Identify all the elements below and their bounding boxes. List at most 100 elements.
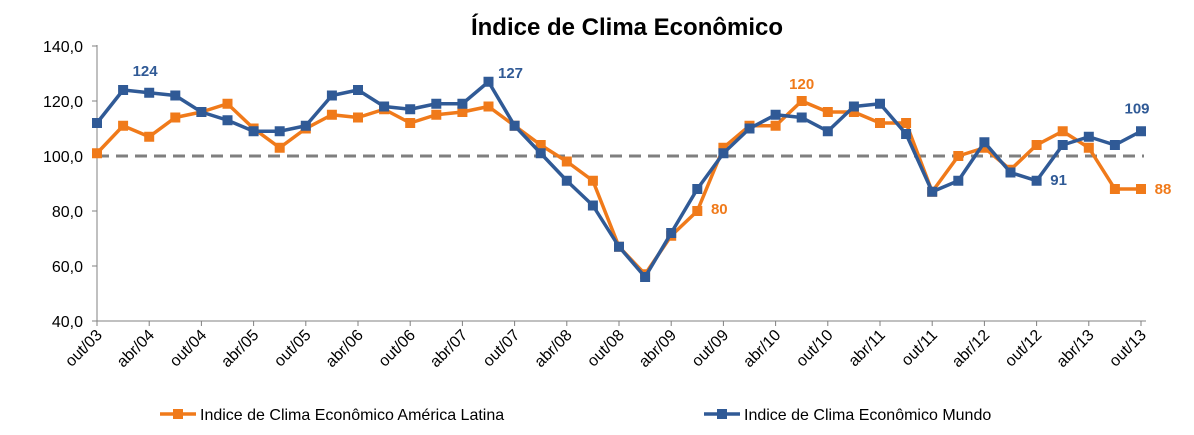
data-point <box>118 85 129 95</box>
legend-item: Indice de Clima Econômico Mundo <box>704 407 991 424</box>
data-point <box>1031 140 1042 150</box>
data-point <box>1057 126 1068 137</box>
x-tick-label: out/11 <box>898 327 941 370</box>
data-point <box>222 115 233 126</box>
data-label: 91 <box>1050 172 1067 189</box>
x-tick-label: abr/11 <box>846 327 889 370</box>
data-point <box>405 104 416 115</box>
data-point <box>300 120 311 131</box>
data-point <box>92 148 102 159</box>
data-point <box>274 126 285 137</box>
y-tick-label: 60,0 <box>52 259 83 276</box>
series-mundo <box>92 76 1146 282</box>
data-point <box>587 200 598 211</box>
data-point <box>222 98 233 109</box>
y-tick-label: 100,0 <box>43 149 83 166</box>
data-point <box>875 98 885 109</box>
y-tick-label: 120,0 <box>43 94 83 111</box>
legend: Indice de Clima Econômico América Latina… <box>160 407 991 424</box>
x-tick-label: abr/06 <box>323 327 367 371</box>
x-tick-label: abr/04 <box>114 327 158 371</box>
data-point <box>457 98 468 109</box>
data-point <box>405 118 416 128</box>
x-tick-label: abr/10 <box>740 327 784 371</box>
data-point <box>822 126 833 137</box>
data-point <box>587 175 598 186</box>
x-tick-label: out/03 <box>62 327 106 371</box>
data-point <box>274 142 285 153</box>
data-label: 80 <box>711 201 728 218</box>
data-point <box>927 186 938 197</box>
data-point <box>1109 140 1120 150</box>
data-point <box>901 118 912 128</box>
data-point <box>431 109 442 120</box>
series-layer <box>92 76 1146 282</box>
data-point <box>666 228 677 238</box>
data-point <box>379 101 390 112</box>
legend-swatch-marker <box>717 409 727 419</box>
data-point <box>509 120 520 131</box>
data-point <box>822 107 833 117</box>
data-point <box>770 120 781 131</box>
data-point <box>796 96 807 106</box>
data-point <box>535 148 546 159</box>
data-point <box>431 98 442 109</box>
x-tick-label: abr/12 <box>949 327 993 371</box>
x-tick-label: abr/13 <box>1054 327 1098 371</box>
data-point <box>535 140 546 150</box>
x-tick-label: out/12 <box>1002 327 1046 371</box>
data-point <box>1083 142 1094 153</box>
data-point <box>353 85 363 95</box>
data-point <box>1057 140 1068 150</box>
data-point <box>196 107 207 117</box>
data-point <box>483 76 494 87</box>
y-tick-label: 40,0 <box>52 314 83 331</box>
x-tick-label: out/06 <box>376 327 420 371</box>
data-point <box>718 142 729 153</box>
data-point <box>248 126 259 137</box>
data-point <box>353 112 363 123</box>
data-point <box>170 112 181 123</box>
data-point <box>170 90 181 101</box>
legend-label: Indice de Clima Econômico América Latina <box>200 407 504 424</box>
y-tick-label: 140,0 <box>43 39 83 56</box>
data-point <box>483 101 494 112</box>
data-point <box>144 131 155 142</box>
data-point <box>848 107 859 117</box>
data-label: 88 <box>1155 181 1172 198</box>
x-tick-label: out/10 <box>793 327 837 371</box>
x-tick-label: out/07 <box>480 327 524 371</box>
data-label: 127 <box>498 65 523 82</box>
x-tick-label: abr/05 <box>218 327 262 371</box>
data-point <box>640 272 651 282</box>
data-point <box>1031 175 1042 186</box>
data-point <box>901 129 912 139</box>
legend-item: Indice de Clima Econômico América Latina <box>160 407 504 424</box>
chart-title: Índice de Clima Econômico <box>470 14 784 41</box>
data-label: 109 <box>1124 100 1149 117</box>
data-point <box>1005 167 1016 178</box>
data-point <box>875 118 885 128</box>
data-point <box>326 90 337 101</box>
data-point <box>953 151 964 161</box>
data-point <box>1136 126 1146 137</box>
x-tick-label: abr/09 <box>636 327 680 371</box>
series-america-latina <box>92 96 1146 280</box>
data-point <box>979 137 990 148</box>
data-point <box>326 109 337 120</box>
data-point <box>118 120 129 131</box>
x-tick-label: out/13 <box>1106 327 1150 371</box>
data-point <box>770 109 781 120</box>
data-point <box>953 175 964 186</box>
data-point <box>1109 184 1120 194</box>
legend-label: Indice de Clima Econômico Mundo <box>744 407 991 424</box>
data-label: 124 <box>133 63 159 80</box>
data-point <box>848 101 859 112</box>
data-point <box>692 206 703 216</box>
data-point <box>92 118 102 128</box>
annotation-layer: 124 127 80 120 91 109 88 <box>133 63 1172 218</box>
data-point <box>457 107 468 117</box>
data-point <box>744 123 755 134</box>
x-tick-label: out/09 <box>689 327 733 371</box>
